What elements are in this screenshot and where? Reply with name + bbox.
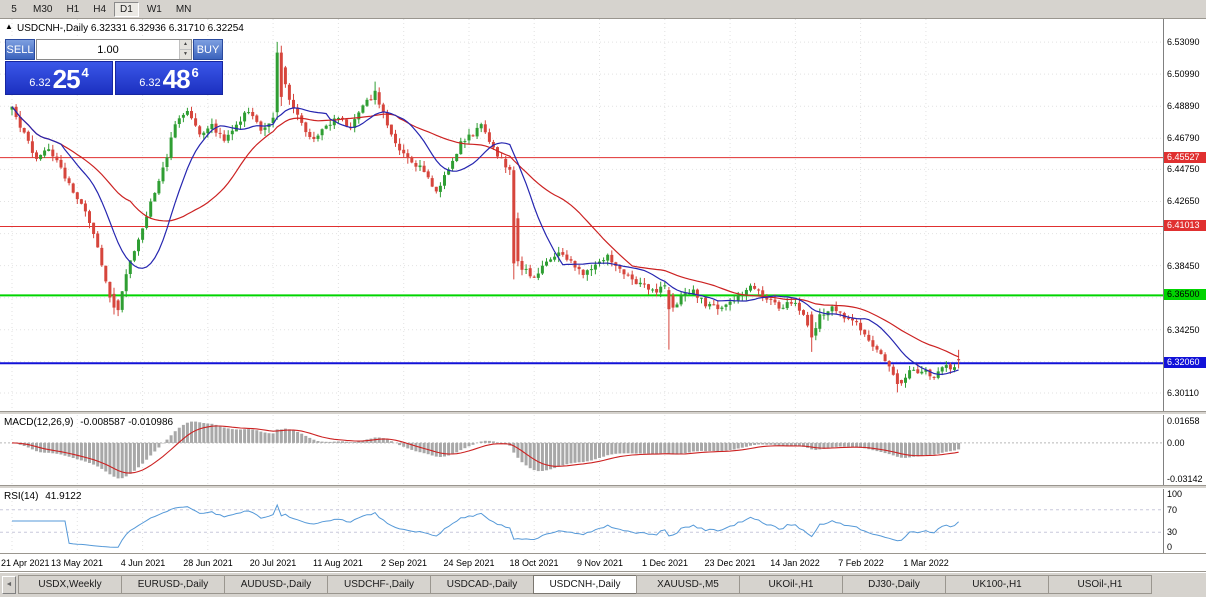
- price-axis: 6.53090 6.50990 6.48890 6.46790 6.44750 6.426…: [1163, 19, 1206, 553]
- ma-fast-line: [11, 106, 959, 376]
- buy-price-prefix: 6.32: [139, 77, 161, 89]
- rsi-line: [12, 503, 959, 548]
- macd-histogram: [14, 421, 961, 479]
- tab-scroll-left-button[interactable]: ◄: [2, 575, 16, 594]
- chart-tab-audusd-daily[interactable]: AUDUSD-,Daily: [224, 575, 328, 594]
- timeframe-button-m30[interactable]: M30: [33, 3, 53, 15]
- timeframe-button-5[interactable]: 5: [11, 3, 17, 15]
- date-label: 14 Jan 2022: [770, 558, 820, 568]
- panel-splitter[interactable]: [0, 485, 1206, 489]
- buy-button[interactable]: BUY: [193, 39, 223, 60]
- timeframe-button-h4[interactable]: H4: [93, 3, 107, 15]
- macd-axis-label: -0.03142: [1167, 474, 1203, 484]
- price-axis-label: 6.44750: [1167, 164, 1200, 174]
- chart-tab-usoil-h1[interactable]: USOil-,H1: [1048, 575, 1152, 594]
- rsi-panel[interactable]: [0, 489, 1163, 553]
- date-label: 21 Apr 2021: [1, 558, 50, 568]
- volume-stepper: ▲ ▼: [179, 40, 191, 59]
- one-click-toggle-icon[interactable]: ▲: [5, 22, 13, 31]
- timeframe-button-h1[interactable]: H1: [66, 3, 80, 15]
- date-label: 28 Jun 2021: [183, 558, 233, 568]
- rsi-label: RSI(14) 41.9122: [4, 491, 81, 502]
- date-label: 1 Dec 2021: [641, 558, 689, 568]
- rsi-axis-label: 70: [1167, 505, 1178, 515]
- date-label: 23 Dec 2021: [704, 558, 756, 568]
- price-axis-label: 6.53090: [1167, 37, 1200, 47]
- volume-down-button[interactable]: ▼: [180, 50, 191, 59]
- price-tag[interactable]: 6.45527: [1164, 152, 1206, 163]
- macd-axis-label: 0.01658: [1167, 416, 1200, 426]
- one-click-trade-panel: SELL ▲ ▼ BUY 6.32 25 4 6.32: [5, 39, 223, 95]
- timeframe-button-d1[interactable]: D1: [114, 1, 139, 17]
- date-label: 11 Aug 2021: [313, 558, 363, 568]
- price-axis-label: 6.46790: [1167, 133, 1200, 143]
- sell-button[interactable]: SELL: [5, 39, 35, 60]
- price-axis-label: 6.38450: [1167, 261, 1200, 271]
- ohlc-readout: USDCNH-,Daily 6.32331 6.32936 6.31710 6.…: [17, 23, 244, 34]
- rsi-axis-label: 0: [1167, 542, 1173, 552]
- date-label: 4 Jun 2021: [120, 558, 166, 568]
- rsi-axis-label: 100: [1167, 489, 1183, 499]
- chart-area: 6.53090 6.50990 6.48890 6.46790 6.44750 6.426…: [0, 19, 1206, 571]
- timeframe-button-w1[interactable]: W1: [146, 3, 162, 15]
- sell-price-main: 25: [52, 64, 81, 94]
- date-label: 20 Jul 2021: [249, 558, 297, 568]
- date-label: 1 Mar 2022: [903, 558, 949, 568]
- macd-name: MACD(12,26,9): [4, 417, 74, 428]
- chart-tab-eurusd-daily[interactable]: EURUSD-,Daily: [121, 575, 225, 594]
- date-label: 9 Nov 2021: [576, 558, 624, 568]
- price-axis-label: 6.34250: [1167, 325, 1200, 335]
- macd-values: -0.008587 -0.010986: [80, 417, 174, 428]
- sell-price-pipette: 4: [81, 65, 89, 80]
- timeframe-button-mn[interactable]: MN: [175, 3, 192, 15]
- trade-panel-top-row: SELL ▲ ▼ BUY: [5, 39, 223, 60]
- buy-price-main: 48: [162, 64, 191, 94]
- chart-tab-xauusd-m5[interactable]: XAUUSD-,M5: [636, 575, 740, 594]
- chart-tab-usdchf-daily[interactable]: USDCHF-,Daily: [327, 575, 431, 594]
- price-axis-label: 6.42650: [1167, 196, 1200, 206]
- chart-tab-ukoil-h1[interactable]: UKOil-,H1: [739, 575, 843, 594]
- price-axis-label: 6.50990: [1167, 69, 1200, 79]
- price-tag[interactable]: 6.32060: [1164, 357, 1206, 368]
- price-tag[interactable]: 6.41013: [1164, 220, 1206, 231]
- time-axis: 21 Apr 2021 13 May 2021 4 Jun 2021 28 Jun 2…: [0, 553, 1206, 571]
- price-tag[interactable]: 6.36500: [1164, 289, 1206, 300]
- date-label: 24 Sep 2021: [443, 558, 495, 568]
- rsi-axis-label: 30: [1167, 527, 1178, 537]
- timeframe-toolbar: 5 M30 H1 H4 D1 W1 MN: [0, 0, 1206, 19]
- date-label: 7 Feb 2022: [838, 558, 884, 568]
- chart-tab-dj30-daily[interactable]: DJ30-,Daily: [842, 575, 946, 594]
- macd-panel[interactable]: [0, 415, 1163, 485]
- sell-price-display[interactable]: 6.32 25 4: [5, 61, 113, 95]
- chart-tab-usdcad-daily[interactable]: USDCAD-,Daily: [430, 575, 534, 594]
- chart-tabs-bar: ◄ USDX,Weekly EURUSD-,Daily AUDUSD-,Daily US…: [0, 571, 1206, 597]
- price-axis-label: 6.30110: [1167, 388, 1199, 398]
- price-axis-label: 6.48890: [1167, 101, 1200, 111]
- date-label: 13 May 2021: [50, 558, 104, 568]
- macd-signal-line: [11, 425, 959, 474]
- buy-price-pipette: 6: [191, 65, 199, 80]
- rsi-name: RSI(14): [4, 491, 39, 502]
- date-label: 18 Oct 2021: [509, 558, 559, 568]
- macd-label: MACD(12,26,9) -0.008587 -0.010986: [4, 417, 173, 428]
- volume-input[interactable]: [37, 40, 179, 59]
- ma-slow-line: [11, 106, 959, 358]
- date-label: 2 Sep 2021: [380, 558, 428, 568]
- price-chart[interactable]: [0, 19, 1163, 411]
- chart-tab-uk100-h1[interactable]: UK100-,H1: [945, 575, 1049, 594]
- chart-tab-usdx-weekly[interactable]: USDX,Weekly: [18, 575, 122, 594]
- trade-panel-price-row: 6.32 25 4 6.32 48 6: [5, 61, 223, 95]
- volume-up-button[interactable]: ▲: [180, 40, 191, 50]
- chart-tab-usdcnh-daily[interactable]: USDCNH-,Daily: [533, 575, 637, 594]
- panel-splitter[interactable]: [0, 411, 1206, 415]
- rsi-value: 41.9122: [45, 491, 82, 502]
- sell-price-prefix: 6.32: [29, 77, 51, 89]
- macd-axis-label: 0.00: [1167, 438, 1185, 448]
- buy-price-display[interactable]: 6.32 48 6: [115, 61, 223, 95]
- volume-spinner: ▲ ▼: [36, 39, 192, 60]
- candles: [10, 41, 961, 393]
